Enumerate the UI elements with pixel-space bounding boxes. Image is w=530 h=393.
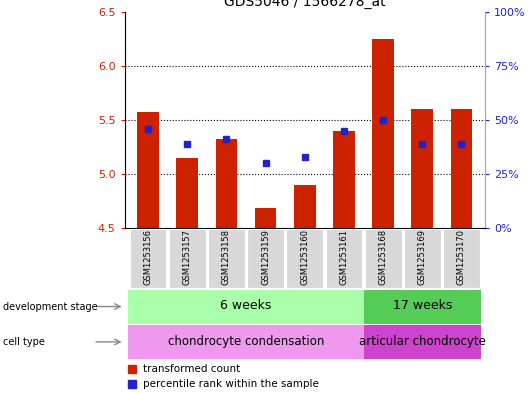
FancyBboxPatch shape — [169, 229, 206, 288]
FancyBboxPatch shape — [208, 229, 245, 288]
FancyBboxPatch shape — [128, 325, 364, 359]
Bar — [373, 39, 394, 228]
Text: GSM1253169: GSM1253169 — [418, 229, 427, 285]
FancyBboxPatch shape — [128, 290, 364, 323]
Text: GSM1253168: GSM1253168 — [378, 229, 387, 285]
FancyBboxPatch shape — [247, 229, 284, 288]
FancyBboxPatch shape — [325, 229, 363, 288]
Bar — [333, 130, 355, 228]
Text: GSM1253157: GSM1253157 — [183, 229, 192, 285]
Text: GSM1253170: GSM1253170 — [457, 229, 466, 285]
FancyBboxPatch shape — [443, 229, 480, 288]
FancyBboxPatch shape — [404, 229, 440, 288]
Bar — [411, 109, 433, 228]
FancyBboxPatch shape — [130, 229, 166, 288]
Text: transformed count: transformed count — [143, 364, 240, 374]
Text: chondrocyte condensation: chondrocyte condensation — [168, 335, 324, 348]
Title: GDS5046 / 1566278_at: GDS5046 / 1566278_at — [224, 0, 385, 9]
Text: GSM1253159: GSM1253159 — [261, 229, 270, 285]
Text: percentile rank within the sample: percentile rank within the sample — [143, 378, 319, 389]
FancyBboxPatch shape — [286, 229, 323, 288]
Bar — [137, 112, 159, 228]
Text: GSM1253156: GSM1253156 — [144, 229, 153, 285]
Text: 17 weeks: 17 weeks — [393, 299, 452, 312]
Text: 6 weeks: 6 weeks — [220, 299, 272, 312]
Bar — [294, 185, 315, 228]
Text: cell type: cell type — [3, 337, 45, 347]
Text: GSM1253158: GSM1253158 — [222, 229, 231, 285]
FancyBboxPatch shape — [364, 325, 481, 359]
Text: GSM1253160: GSM1253160 — [301, 229, 309, 285]
Bar — [255, 208, 276, 228]
Bar — [450, 109, 472, 228]
Bar — [176, 158, 198, 228]
Text: GSM1253161: GSM1253161 — [339, 229, 348, 285]
FancyBboxPatch shape — [365, 229, 402, 288]
FancyBboxPatch shape — [364, 290, 481, 323]
Bar — [216, 139, 237, 228]
Text: development stage: development stage — [3, 301, 98, 312]
Text: articular chondrocyte: articular chondrocyte — [359, 335, 486, 348]
